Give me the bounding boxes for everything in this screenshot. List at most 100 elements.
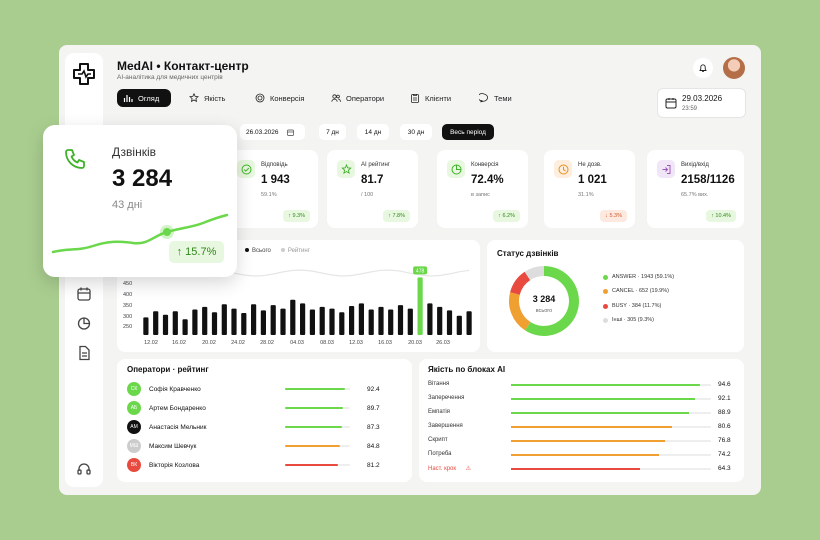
kpi-change-badge: ↑ 6.2%	[493, 210, 520, 222]
quality-row[interactable]: Наст. крок ⚠ 64.3	[428, 464, 733, 474]
bar[interactable]	[221, 304, 227, 335]
operator-row[interactable]: АБ Артем Бондаренко 89.7	[127, 401, 402, 415]
operator-avatar: СК	[127, 382, 141, 396]
bar[interactable]	[153, 311, 159, 335]
bar[interactable]	[143, 317, 149, 335]
donut-total-label: всього	[536, 308, 552, 314]
kpi-card-conversion[interactable]: Конверсія 72.4% в запис ↑ 6.2%	[437, 150, 528, 228]
quality-row[interactable]: Емпатія 88.9	[428, 408, 733, 418]
bar[interactable]	[211, 312, 218, 335]
quality-track	[511, 398, 711, 400]
legend-label: ANSWER · 1943 (59.1%)	[612, 274, 675, 280]
quality-score: 74.2	[718, 451, 731, 458]
date-time-picker[interactable]: 29.03.2026 23:59	[657, 88, 746, 118]
bar[interactable]	[329, 308, 335, 335]
period-7-days-button[interactable]: 7 дн	[319, 124, 346, 140]
quality-row[interactable]: Завершення 80.6	[428, 422, 733, 432]
bar[interactable]	[368, 309, 374, 336]
kpi-card-out-in[interactable]: Вихід/вхід 2158/1126 65.7% вих. ↑ 10.4%	[647, 150, 744, 228]
bar[interactable]	[339, 312, 345, 335]
calls-summary-card[interactable]: Дзвінків 3 284 43 дні ↑ 15.7%	[43, 125, 237, 277]
tab-overview[interactable]: Огляд	[117, 89, 171, 107]
period-30-days-button[interactable]: 30 дн	[400, 124, 432, 140]
tab-label: Оператори	[346, 93, 385, 103]
headset-icon[interactable]	[76, 461, 92, 477]
bar[interactable]	[290, 299, 296, 335]
operator-row[interactable]: СК Софія Кравченко 92.4	[127, 382, 402, 396]
tab-operators[interactable]: Оператори	[325, 89, 390, 107]
kpi-sub: в запис	[471, 192, 490, 198]
date-to-value: 26.03.2026	[246, 128, 279, 136]
document-icon[interactable]	[76, 345, 92, 361]
kpi-card-answered[interactable]: Відповідь 1 943 59.1% ↑ 9.3%	[227, 150, 318, 228]
score-track	[285, 407, 350, 409]
score-bar	[285, 407, 344, 409]
bar[interactable]	[231, 308, 237, 335]
bar[interactable]	[172, 311, 178, 335]
operators-rating-card: Оператори · рейтинг СК Софія Кравченко 9…	[117, 359, 412, 482]
bar[interactable]	[388, 309, 394, 336]
bar[interactable]	[397, 305, 404, 335]
operator-row[interactable]: ВК Вікторія Козлова 81.2	[127, 458, 402, 472]
period-14-days-button[interactable]: 14 дн	[357, 124, 389, 140]
period-all-button[interactable]: Весь період	[442, 124, 494, 140]
kpi-value: 1 021	[578, 174, 607, 186]
x-tick-label: 16.03	[378, 340, 392, 346]
check-circle-icon	[237, 160, 255, 178]
bar[interactable]	[260, 310, 266, 335]
x-tick-label: 28.02	[260, 340, 274, 346]
quality-row[interactable]: Скрипт 76.8	[428, 436, 733, 446]
bar[interactable]	[319, 306, 325, 335]
notification-button[interactable]	[693, 58, 713, 78]
bar[interactable]	[446, 310, 453, 335]
kpi-change-badge: ↑ 10.4%	[706, 210, 736, 222]
bar[interactable]	[192, 309, 198, 336]
donut-segment[interactable]	[524, 266, 545, 281]
user-avatar[interactable]	[723, 57, 745, 79]
bar-highlight[interactable]	[417, 277, 423, 335]
quality-row[interactable]: Потреба 74.2	[428, 450, 733, 460]
bar[interactable]	[309, 309, 315, 336]
bar[interactable]	[270, 305, 276, 335]
bar[interactable]	[427, 303, 433, 335]
tab-conversion[interactable]: Конверсія	[249, 89, 310, 107]
bar[interactable]	[349, 306, 355, 335]
quality-row[interactable]: Заперечення 92.1	[428, 394, 733, 404]
status-legend-busy: BUSY · 384 (11.7%)	[603, 303, 661, 309]
tab-topics[interactable]: Теми	[473, 89, 518, 107]
quality-bar	[511, 398, 696, 400]
bar[interactable]	[378, 306, 384, 335]
kpi-value: 81.7	[361, 174, 384, 186]
quality-row[interactable]: Вітання 94.6	[428, 380, 733, 390]
bar[interactable]	[182, 319, 188, 335]
operator-row[interactable]: МШ Максим Шевчук 84.8	[127, 439, 402, 453]
status-legend-answer: ANSWER · 1943 (59.1%)	[603, 274, 674, 280]
date-to-field[interactable]: 26.03.2026	[240, 124, 305, 140]
donut-segment[interactable]	[509, 292, 531, 331]
bar[interactable]	[407, 308, 413, 335]
bar[interactable]	[437, 306, 443, 335]
bar[interactable]	[300, 303, 306, 335]
medical-cross-logo-icon[interactable]	[71, 61, 97, 87]
bar[interactable]	[466, 311, 472, 335]
tab-quality[interactable]: Якість	[183, 89, 231, 107]
operator-row[interactable]: АМ Анастасія Мельник 87.3	[127, 420, 402, 434]
bar[interactable]	[251, 304, 257, 335]
tab-clients[interactable]: Клієнти	[404, 89, 457, 107]
calendar-icon[interactable]	[76, 286, 92, 302]
tab-label: Клієнти	[425, 93, 452, 103]
kpi-card-ai-rating[interactable]: AI рейтинг 81.7 / 100 ↑ 7.8%	[327, 150, 418, 228]
kpi-card-missed[interactable]: Не дозв. 1 021 31.1% ↓ 5.3%	[544, 150, 635, 228]
bar[interactable]	[358, 303, 364, 335]
bar[interactable]	[280, 308, 286, 335]
quality-label: Потреба	[428, 451, 452, 457]
pie-chart-icon[interactable]	[76, 315, 92, 331]
current-time: 23:59	[682, 106, 698, 112]
bar[interactable]	[162, 314, 169, 335]
status-legend-cancel: CANCEL · 652 (19.9%)	[603, 288, 669, 294]
bar[interactable]	[456, 315, 462, 335]
bar[interactable]	[202, 306, 208, 335]
bar[interactable]	[241, 313, 247, 335]
donut-segment[interactable]	[510, 271, 531, 296]
donut-segment[interactable]	[525, 266, 579, 336]
